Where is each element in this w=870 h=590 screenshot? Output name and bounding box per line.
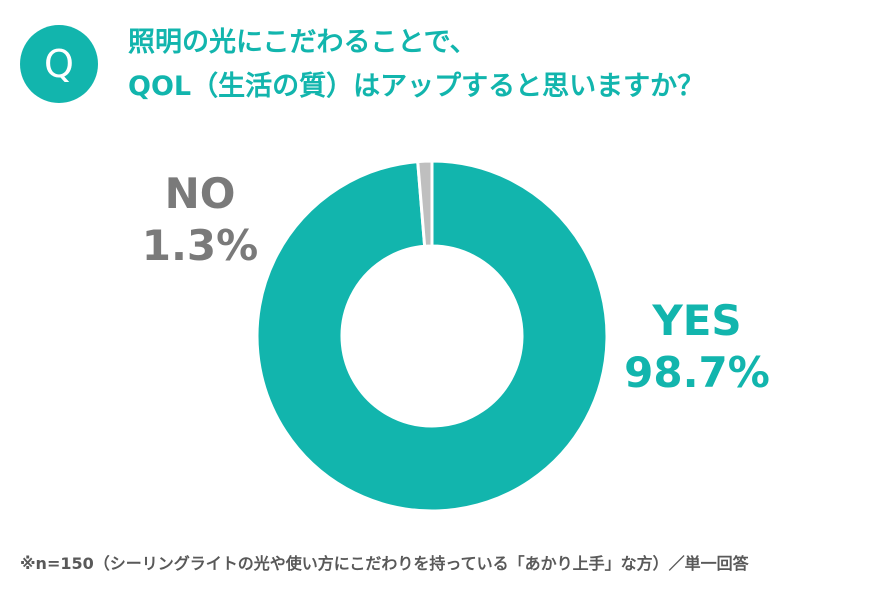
question-badge-label: Q bbox=[44, 42, 74, 86]
footnote: ※n=150（シーリングライトの光や使い方にこだわりを持っている「あかり上手」な… bbox=[20, 554, 749, 573]
donut-slice-yes bbox=[255, 159, 609, 513]
no-slice-name: NO bbox=[164, 169, 236, 218]
no-slice-label: NO 1.3% bbox=[130, 168, 270, 272]
yes-slice-name: YES bbox=[652, 296, 742, 345]
no-slice-percent: 1.3% bbox=[141, 221, 259, 270]
yes-slice-percent: 98.7% bbox=[624, 348, 770, 397]
donut-slice-no bbox=[416, 159, 434, 248]
yes-slice-label: YES 98.7% bbox=[612, 295, 782, 399]
chart-title-line2: QOL（生活の質）はアップすると思いますか？ bbox=[128, 71, 705, 102]
chart-title-line1: 照明の光にこだわることで、 bbox=[128, 27, 477, 58]
question-badge: Q bbox=[20, 25, 98, 103]
